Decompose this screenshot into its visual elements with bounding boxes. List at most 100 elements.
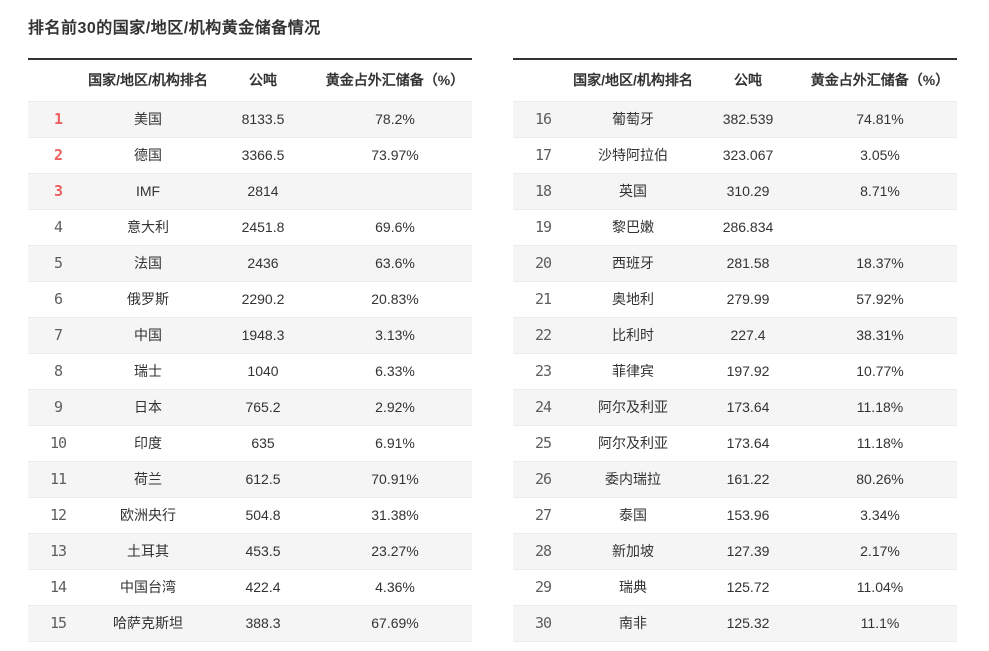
table-row: 23 菲律宾 197.92 10.77% bbox=[513, 353, 957, 390]
rank-cell: 18 bbox=[513, 173, 573, 210]
rank-cell: 14 bbox=[28, 569, 88, 606]
tons-cell: 1948.3 bbox=[208, 317, 318, 354]
table-row: 16 葡萄牙 382.539 74.81% bbox=[513, 101, 957, 138]
gold-reserves-table-left: 国家/地区/机构排名 公吨 黄金占外汇储备（%） 1 美国 8133.5 78.2% 2… bbox=[28, 58, 472, 642]
table-row: 29 瑞典 125.72 11.04% bbox=[513, 569, 957, 606]
table-header: 国家/地区/机构排名 公吨 黄金占外汇储备（%） bbox=[28, 59, 472, 102]
name-cell: 南非 bbox=[573, 605, 693, 642]
name-column-header: 国家/地区/机构排名 bbox=[573, 59, 693, 102]
table-row: 20 西班牙 281.58 18.37% bbox=[513, 245, 957, 282]
percent-cell: 11.18% bbox=[803, 389, 957, 426]
rank-cell: 6 bbox=[28, 281, 88, 318]
percent-cell: 23.27% bbox=[318, 533, 472, 570]
table-row: 13 土耳其 453.5 23.27% bbox=[28, 533, 472, 570]
tons-cell: 173.64 bbox=[693, 389, 803, 426]
tons-cell: 8133.5 bbox=[208, 101, 318, 138]
table-row: 6 俄罗斯 2290.2 20.83% bbox=[28, 281, 472, 318]
name-cell: 西班牙 bbox=[573, 245, 693, 282]
rank-cell: 15 bbox=[28, 605, 88, 642]
tons-cell: 153.96 bbox=[693, 497, 803, 534]
tons-cell: 504.8 bbox=[208, 497, 318, 534]
percent-cell: 38.31% bbox=[803, 317, 957, 354]
tons-cell: 1040 bbox=[208, 353, 318, 390]
name-cell: 德国 bbox=[88, 137, 208, 174]
percent-cell: 18.37% bbox=[803, 245, 957, 282]
percent-cell: 11.1% bbox=[803, 605, 957, 642]
tons-cell: 323.067 bbox=[693, 137, 803, 174]
tons-cell: 125.72 bbox=[693, 569, 803, 606]
rank-cell: 8 bbox=[28, 353, 88, 390]
table-body-left: 1 美国 8133.5 78.2% 2 德国 3366.5 73.97% 3 IMF 2814 4 意大… bbox=[28, 101, 472, 642]
rank-cell: 10 bbox=[28, 425, 88, 462]
tons-cell: 161.22 bbox=[693, 461, 803, 498]
name-cell: 法国 bbox=[88, 245, 208, 282]
rank-cell: 11 bbox=[28, 461, 88, 498]
tons-cell: 2814 bbox=[208, 173, 318, 210]
percent-cell: 78.2% bbox=[318, 101, 472, 138]
name-cell: 印度 bbox=[88, 425, 208, 462]
name-cell: 欧洲央行 bbox=[88, 497, 208, 534]
table-row: 10 印度 635 6.91% bbox=[28, 425, 472, 462]
table-row: 4 意大利 2451.8 69.6% bbox=[28, 209, 472, 246]
tons-cell: 635 bbox=[208, 425, 318, 462]
table-row: 30 南非 125.32 11.1% bbox=[513, 605, 957, 642]
percent-cell: 3.13% bbox=[318, 317, 472, 354]
percent-cell: 4.36% bbox=[318, 569, 472, 606]
table-row: 26 委内瑞拉 161.22 80.26% bbox=[513, 461, 957, 498]
rank-cell: 1 bbox=[28, 101, 88, 138]
tons-cell: 422.4 bbox=[208, 569, 318, 606]
percent-cell: 70.91% bbox=[318, 461, 472, 498]
rank-cell: 27 bbox=[513, 497, 573, 534]
name-cell: 日本 bbox=[88, 389, 208, 426]
percent-cell: 6.91% bbox=[318, 425, 472, 462]
table-row: 7 中国 1948.3 3.13% bbox=[28, 317, 472, 354]
tons-cell: 173.64 bbox=[693, 425, 803, 462]
page-title: 排名前30的国家/地区/机构黄金储备情况 bbox=[28, 20, 321, 37]
rank-cell: 19 bbox=[513, 209, 573, 246]
name-cell: 土耳其 bbox=[88, 533, 208, 570]
table-row: 14 中国台湾 422.4 4.36% bbox=[28, 569, 472, 606]
table-body-right: 16 葡萄牙 382.539 74.81% 17 沙特阿拉伯 323.067 3.05% 18 英… bbox=[513, 101, 957, 642]
table-row: 9 日本 765.2 2.92% bbox=[28, 389, 472, 426]
table-row: 27 泰国 153.96 3.34% bbox=[513, 497, 957, 534]
name-cell: IMF bbox=[88, 173, 208, 210]
tons-cell: 612.5 bbox=[208, 461, 318, 498]
table-row: 1 美国 8133.5 78.2% bbox=[28, 101, 472, 138]
name-cell: 中国 bbox=[88, 317, 208, 354]
table-row: 15 哈萨克斯坦 388.3 67.69% bbox=[28, 605, 472, 642]
percent-cell bbox=[803, 209, 957, 246]
percent-cell: 10.77% bbox=[803, 353, 957, 390]
name-cell: 阿尔及利亚 bbox=[573, 389, 693, 426]
name-cell: 瑞士 bbox=[88, 353, 208, 390]
table-row: 24 阿尔及利亚 173.64 11.18% bbox=[513, 389, 957, 426]
rank-cell: 2 bbox=[28, 137, 88, 174]
name-cell: 新加坡 bbox=[573, 533, 693, 570]
name-cell: 荷兰 bbox=[88, 461, 208, 498]
rank-cell: 24 bbox=[513, 389, 573, 426]
percent-cell: 11.04% bbox=[803, 569, 957, 606]
tons-cell: 3366.5 bbox=[208, 137, 318, 174]
tons-cell: 281.58 bbox=[693, 245, 803, 282]
tons-cell: 382.539 bbox=[693, 101, 803, 138]
rank-cell: 12 bbox=[28, 497, 88, 534]
rank-cell: 30 bbox=[513, 605, 573, 642]
rank-cell: 21 bbox=[513, 281, 573, 318]
name-cell: 美国 bbox=[88, 101, 208, 138]
table-row: 8 瑞士 1040 6.33% bbox=[28, 353, 472, 390]
tons-column-header: 公吨 bbox=[693, 59, 803, 102]
table-row: 25 阿尔及利亚 173.64 11.18% bbox=[513, 425, 957, 462]
rank-cell: 3 bbox=[28, 173, 88, 210]
percent-cell: 31.38% bbox=[318, 497, 472, 534]
rank-cell: 9 bbox=[28, 389, 88, 426]
header-row: 国家/地区/机构排名 公吨 黄金占外汇储备（%） bbox=[513, 59, 957, 102]
percent-cell: 3.34% bbox=[803, 497, 957, 534]
rank-cell: 7 bbox=[28, 317, 88, 354]
table-row: 12 欧洲央行 504.8 31.38% bbox=[28, 497, 472, 534]
name-cell: 英国 bbox=[573, 173, 693, 210]
tons-cell: 197.92 bbox=[693, 353, 803, 390]
table-header: 国家/地区/机构排名 公吨 黄金占外汇储备（%） bbox=[513, 59, 957, 102]
name-cell: 葡萄牙 bbox=[573, 101, 693, 138]
tons-cell: 127.39 bbox=[693, 533, 803, 570]
name-cell: 比利时 bbox=[573, 317, 693, 354]
